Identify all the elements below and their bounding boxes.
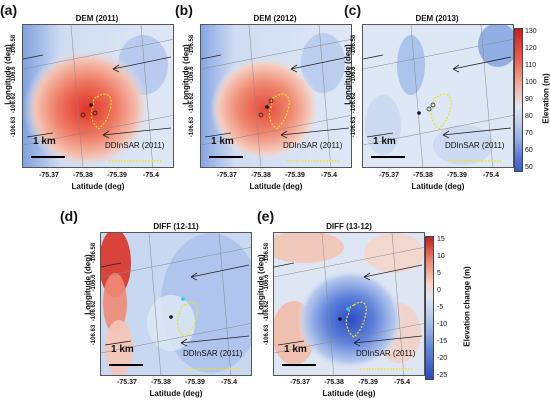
colorbar-label: Elevation (m): [541, 73, 550, 124]
scale-bar-label: 1 km: [211, 136, 234, 147]
y-tick: -106.58: [189, 34, 195, 56]
y-tick: -106.6: [189, 66, 195, 84]
colorbar-tick: -10: [437, 321, 448, 328]
panel-label: (d): [60, 208, 78, 224]
y-tick: -106.63: [351, 116, 357, 138]
colorbar-tick: 0: [437, 287, 441, 294]
colorbar-tick: 100: [525, 79, 537, 86]
y-tick: -106.63: [189, 116, 195, 138]
colorbar-tick: 120: [525, 45, 537, 52]
x-tick: -75.4: [143, 172, 159, 179]
diff-map: 1 km DDInSAR (2011): [273, 232, 425, 376]
y-tick: -106.6: [91, 274, 97, 292]
panel-label: (c): [344, 2, 362, 18]
inset-label: DDInSAR (2011): [183, 349, 243, 358]
panel-title: DEM (2012): [253, 14, 297, 23]
colorbar-tick: 10: [437, 253, 445, 260]
x-tick: -75.38: [324, 379, 344, 386]
colorbar-tick: 5: [437, 270, 441, 277]
x-tick: -75.4: [394, 379, 410, 386]
x-tick: -75.4: [221, 379, 237, 386]
colorbar-gradient: [425, 236, 434, 380]
y-tick: -106.6: [351, 66, 357, 84]
x-tick: -75.39: [447, 172, 467, 179]
dem-map: 1 km DDInSAR (2011): [22, 24, 174, 168]
dem-map: 1 km DDInSAR (2011): [200, 24, 352, 168]
x-axis-label: Latitude (deg): [71, 182, 125, 191]
x-axis-label: Latitude (deg): [322, 389, 376, 398]
dem-map: 1 km DDInSAR (2011): [362, 24, 514, 168]
panel-label: (a): [0, 2, 18, 18]
x-tick: -75.39: [107, 172, 127, 179]
x-tick: -75.39: [185, 379, 205, 386]
x-tick: -75.37: [39, 172, 59, 179]
inset-label: DDInSAR (2011): [445, 141, 505, 150]
colorbar-tick: 130: [525, 28, 537, 35]
panel-label: (b): [175, 2, 193, 18]
x-tick: -75.4: [483, 172, 499, 179]
x-tick: -75.38: [73, 172, 93, 179]
x-tick: -75.37: [290, 379, 310, 386]
x-tick: -75.38: [413, 172, 433, 179]
colorbar-tick: 15: [437, 236, 445, 243]
y-tick: -106.63: [264, 324, 270, 346]
colorbar-tick: 80: [525, 113, 533, 120]
colorbar-tick: -20: [437, 355, 448, 362]
diff-map: 1 km DDInSAR (2011): [100, 232, 252, 376]
inset-label: DDInSAR (2011): [356, 349, 416, 358]
x-tick: -75.39: [358, 379, 378, 386]
y-tick: -106.58: [91, 242, 97, 264]
x-tick: -75.39: [285, 172, 305, 179]
scale-bar-label: 1 km: [111, 344, 134, 355]
colorbar-gradient: [514, 28, 523, 172]
colorbar-tick: 90: [525, 96, 533, 103]
x-tick: -75.37: [217, 172, 237, 179]
scale-bar-label: 1 km: [33, 136, 56, 147]
colorbar-tick: -15: [437, 338, 448, 345]
colorbar-tick: 60: [525, 147, 533, 154]
y-tick: -106.63: [91, 324, 97, 346]
colorbar-label: Elevation change (m): [462, 266, 472, 347]
inset-label: DDInSAR (2011): [105, 141, 165, 150]
panel-title: DEM (2011): [75, 14, 119, 23]
colorbar-tick: 50: [525, 164, 533, 171]
inset-label: DDInSAR (2011): [283, 141, 343, 150]
y-tick: -106.58: [264, 242, 270, 264]
x-tick: -75.38: [251, 172, 271, 179]
scale-bar-label: 1 km: [284, 344, 307, 355]
colorbar-tick: -25: [437, 372, 448, 379]
panel-title: DIFF (12-11): [153, 222, 199, 231]
x-tick: -75.38: [151, 379, 171, 386]
colorbar-tick: -5: [437, 304, 444, 311]
colorbar-tick: 110: [525, 62, 537, 69]
y-tick: -106.58: [11, 34, 17, 56]
y-tick: -106.6: [264, 274, 270, 292]
y-tick: -106.58: [351, 34, 357, 56]
x-axis-label: Latitude (deg): [411, 182, 465, 191]
panel-title: DEM (2013): [415, 14, 459, 23]
y-tick: -106.6: [11, 66, 17, 84]
colorbar-tick: 70: [525, 130, 533, 137]
x-tick: -75.37: [117, 379, 137, 386]
x-tick: -75.37: [379, 172, 399, 179]
x-tick: -75.4: [321, 172, 337, 179]
panel-label: (e): [257, 208, 275, 224]
x-axis-label: Latitude (deg): [149, 389, 203, 398]
panel-title: DIFF (13-12): [326, 222, 372, 231]
y-tick: -106.63: [11, 116, 17, 138]
x-axis-label: Latitude (deg): [249, 182, 303, 191]
scale-bar-label: 1 km: [373, 136, 396, 147]
